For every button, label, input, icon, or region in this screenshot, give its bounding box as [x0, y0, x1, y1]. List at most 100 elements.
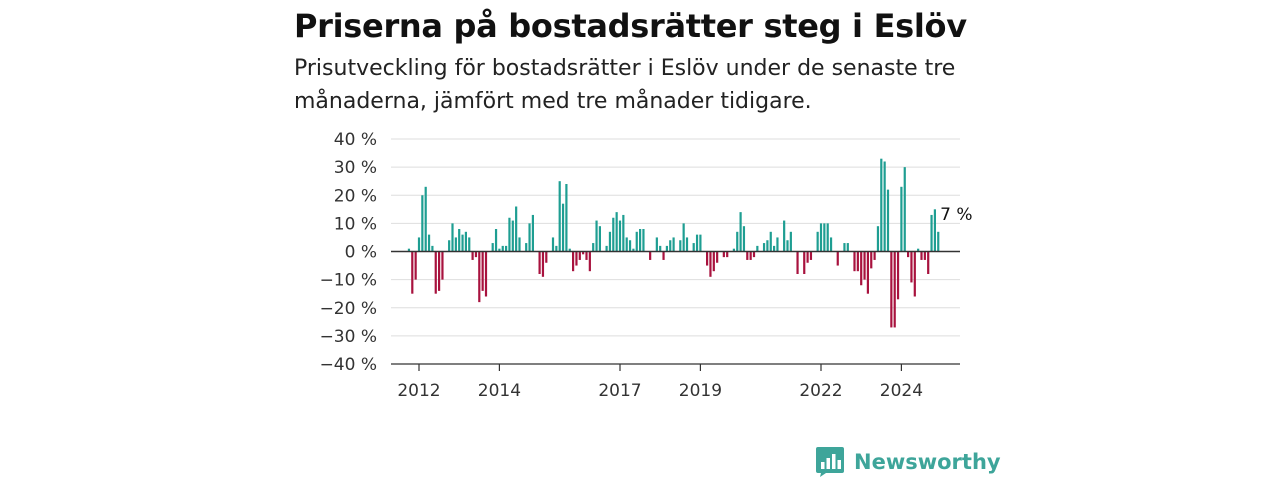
bar [421, 195, 424, 252]
bar [427, 234, 431, 252]
bar [896, 251, 900, 300]
bar [622, 214, 625, 252]
y-tick-label: −10 % [320, 271, 377, 291]
bar [491, 243, 494, 252]
bar [618, 220, 622, 252]
x-tick-label: 2014 [478, 381, 521, 401]
bar [722, 251, 725, 258]
bar [920, 251, 923, 260]
bar [672, 237, 675, 252]
bar [615, 212, 618, 252]
bar [515, 206, 518, 252]
bar [598, 226, 601, 252]
bar [886, 189, 890, 252]
bar [739, 212, 742, 252]
bar [464, 231, 467, 252]
bar [461, 234, 464, 252]
x-tick-label: 2024 [880, 381, 923, 401]
bar [595, 220, 598, 252]
bar [555, 245, 558, 252]
bar [468, 237, 471, 252]
bar [863, 251, 866, 280]
bar [545, 251, 548, 263]
y-tick-label: 40 % [334, 130, 377, 150]
bar [695, 234, 699, 252]
chart-title: Priserna på bostadsrätter steg i Eslöv [294, 7, 967, 45]
bar [903, 167, 906, 252]
chart-bars [407, 158, 940, 328]
bar [662, 251, 665, 260]
bar [853, 251, 856, 272]
bar [628, 240, 632, 252]
bar [578, 251, 581, 260]
bar [789, 231, 792, 252]
bar [508, 217, 511, 252]
bar [565, 184, 568, 252]
bar [900, 186, 903, 252]
bar [561, 203, 565, 252]
bar [913, 251, 916, 297]
bar [481, 251, 484, 291]
bar [923, 251, 926, 260]
x-tick-label: 2022 [799, 381, 842, 401]
bar [937, 231, 940, 252]
bar [612, 217, 615, 252]
bar [625, 237, 628, 252]
y-tick-label: 0 % [345, 243, 377, 263]
x-tick-label: 2012 [397, 381, 440, 401]
bar [407, 248, 411, 252]
bar [809, 251, 813, 260]
bar [846, 243, 849, 252]
bar [474, 251, 478, 258]
bar [411, 251, 414, 294]
bar [478, 251, 481, 303]
bar [836, 251, 839, 266]
bar [679, 240, 682, 252]
bar [649, 251, 652, 260]
bar [424, 186, 427, 252]
y-tick-label: 20 % [334, 186, 377, 206]
bar [910, 251, 913, 283]
bar [806, 251, 809, 263]
bar [639, 229, 642, 252]
bar [749, 251, 752, 260]
bar [592, 243, 595, 252]
bar [655, 237, 658, 252]
bar [441, 251, 444, 280]
bar [786, 240, 789, 252]
bar [796, 251, 799, 274]
bar [752, 251, 756, 258]
latest-value-annotation: 7 % [940, 205, 972, 225]
bar [669, 240, 672, 252]
bar [665, 245, 668, 252]
bar [642, 229, 645, 252]
bar [685, 237, 689, 252]
brand-name: Newsworthy [854, 450, 1001, 474]
bar [876, 226, 880, 252]
bar [893, 251, 896, 328]
bar [732, 248, 735, 252]
bar [769, 231, 772, 252]
bar [860, 251, 863, 286]
bar [585, 251, 588, 260]
y-tick-label: −20 % [320, 299, 377, 319]
bar [930, 214, 933, 252]
bar [880, 158, 883, 252]
bar [635, 231, 638, 252]
bar [783, 220, 786, 252]
bar [736, 231, 739, 252]
bar [541, 251, 545, 277]
bar [907, 251, 910, 258]
bar [692, 243, 695, 252]
newsworthy-logo: Newsworthy [814, 446, 1001, 478]
bar [438, 251, 441, 291]
bar [448, 240, 451, 252]
bar [927, 251, 930, 274]
bar [501, 245, 504, 252]
bar [682, 223, 685, 252]
bar [632, 248, 635, 252]
bar [709, 251, 712, 277]
bar [575, 251, 578, 266]
bar [890, 251, 893, 328]
